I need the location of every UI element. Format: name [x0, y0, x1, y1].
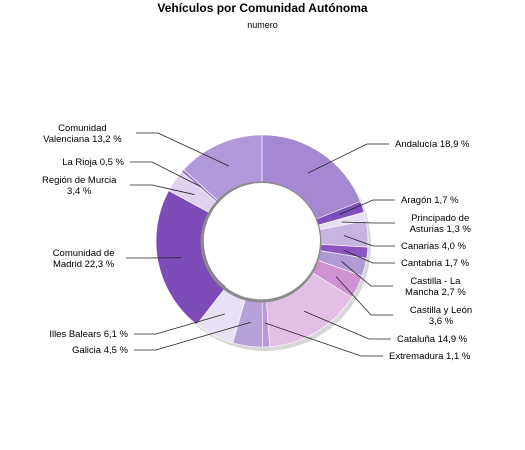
donut-hole: [204, 183, 320, 299]
slice-label: Andalucía 18,9 %: [395, 139, 470, 150]
leader-line: [134, 313, 225, 335]
chart-subtitle: numero: [247, 20, 278, 30]
slice-label: Castilla y León 3,6 %: [410, 305, 472, 327]
leader-line: [304, 310, 391, 340]
slice-label: Comunidad de Madrid 22,3 %: [53, 248, 115, 270]
slice-label: Región de Murcia 3,4 %: [42, 175, 117, 197]
leader-line: [264, 322, 383, 357]
slice-label: Comunidad Valenciana 13,2 %: [43, 123, 122, 145]
leader-line: [136, 132, 230, 167]
leader-line: [341, 221, 395, 224]
chart-title: Vehículos por Comunidad Autónoma: [157, 1, 368, 15]
leader-line: [307, 143, 389, 174]
leader-line: [341, 260, 393, 287]
leader-line: [134, 321, 251, 351]
leader-line: [335, 276, 393, 316]
slice-label: Castilla - La Mancha 2,7 %: [405, 276, 466, 298]
leader-line: [339, 199, 395, 215]
slice-label: Aragón 1,7 %: [401, 195, 459, 206]
leader-line: [130, 184, 195, 195]
leader-line: [130, 161, 201, 187]
slice-label: Principado de Asturias 1,3 %: [410, 213, 472, 235]
leader-line: [343, 235, 395, 247]
slice-label: Illes Balears 6,1 %: [49, 329, 128, 340]
leader-line: [343, 249, 395, 264]
slice-label: Cataluña 14,9 %: [397, 334, 468, 345]
slice-label: Extremadura 1,1 %: [389, 351, 471, 362]
slice-label: Galicia 4,5 %: [72, 345, 129, 356]
slice-label: Cantabria 1,7 %: [401, 258, 470, 269]
slice-label: La Rioja 0,5 %: [62, 157, 124, 168]
slice-label: Canarias 4,0 %: [401, 241, 467, 252]
donut-inner-edge: [200, 181, 322, 303]
